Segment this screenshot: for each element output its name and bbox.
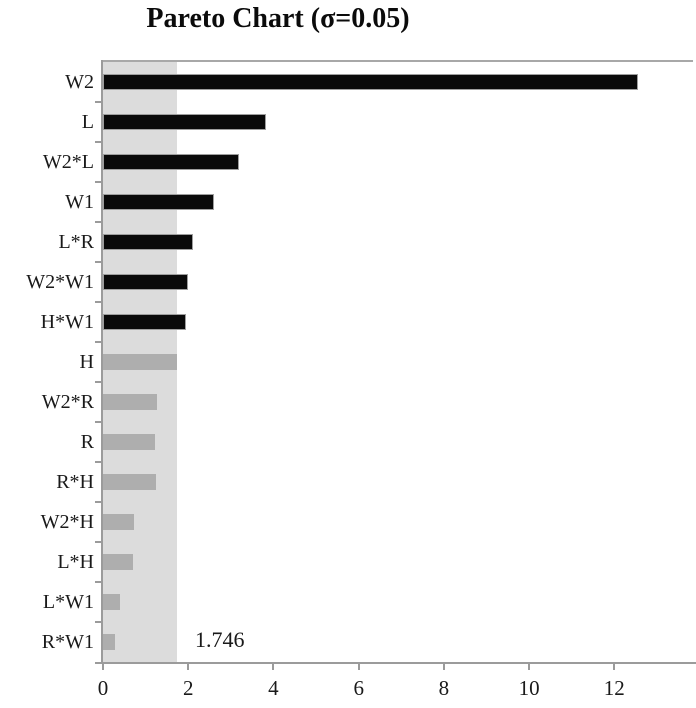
x-tick-label: 0 bbox=[97, 676, 109, 700]
y-axis-tick bbox=[95, 221, 102, 223]
bar-w2xl bbox=[103, 154, 239, 170]
bar-l bbox=[103, 114, 267, 130]
bar-r bbox=[103, 434, 155, 450]
y-axis-tick bbox=[95, 141, 102, 143]
category-label: R*H bbox=[56, 471, 94, 493]
category-label: W2 bbox=[65, 71, 94, 93]
x-axis-tick bbox=[613, 664, 616, 670]
category-label: R bbox=[80, 431, 94, 453]
category-label: H bbox=[79, 351, 94, 373]
y-axis-tick bbox=[95, 541, 102, 543]
y-axis-tick bbox=[95, 381, 102, 383]
y-axis-tick bbox=[95, 501, 102, 503]
bar-lxr bbox=[103, 234, 193, 250]
category-label: W2*R bbox=[41, 391, 94, 413]
y-axis-tick bbox=[95, 461, 102, 463]
category-label: L*H bbox=[57, 551, 94, 573]
bar-rxw1 bbox=[103, 634, 116, 650]
bar-w2 bbox=[103, 74, 638, 90]
x-axis-line bbox=[95, 662, 696, 664]
y-axis-tick bbox=[95, 621, 102, 623]
y-axis-tick bbox=[95, 421, 102, 423]
x-tick-label: 8 bbox=[438, 676, 450, 700]
bar-lxh bbox=[103, 554, 133, 570]
bar-w2xh bbox=[103, 514, 134, 530]
x-tick-label: 2 bbox=[182, 676, 194, 700]
x-axis-tick bbox=[187, 664, 190, 670]
category-label: L*W1 bbox=[42, 591, 94, 613]
y-axis-tick bbox=[95, 341, 102, 343]
category-label: W2*W1 bbox=[26, 271, 94, 293]
x-axis-tick bbox=[357, 664, 360, 670]
chart-title: Pareto Chart (σ=0.05) bbox=[146, 3, 410, 34]
category-axis: W2 L W2*L W1 L*R W2*W1 H*W1 H W2*R R R*H W2*H L*H L*W… bbox=[0, 62, 94, 662]
bar-hxw1 bbox=[103, 314, 186, 330]
y-axis-tick bbox=[95, 101, 102, 103]
plot-area: 1.746 0 2 4 6 8 10 12 bbox=[95, 60, 696, 700]
category-label: W1 bbox=[65, 191, 94, 213]
y-axis-line bbox=[101, 60, 103, 662]
x-axis-tick bbox=[102, 664, 104, 670]
bar-h bbox=[103, 354, 178, 370]
category-label: L*R bbox=[58, 231, 94, 253]
category-label: R*W1 bbox=[41, 631, 94, 653]
y-axis-tick bbox=[95, 581, 102, 583]
x-tick-label: 10 bbox=[518, 676, 540, 700]
x-tick-label: 12 bbox=[603, 676, 625, 700]
x-axis-tick bbox=[442, 664, 445, 670]
category-label: L bbox=[81, 111, 94, 133]
y-axis-tick bbox=[95, 181, 102, 183]
category-label: H*W1 bbox=[40, 311, 94, 333]
bar-w2xw1 bbox=[103, 274, 189, 290]
bar-w1 bbox=[103, 194, 214, 210]
x-tick-label: 6 bbox=[353, 676, 364, 700]
y-axis-tick bbox=[95, 261, 102, 263]
x-axis-tick bbox=[272, 664, 275, 670]
bar-lxw1 bbox=[103, 594, 120, 610]
y-axis-tick bbox=[95, 301, 102, 303]
x-axis-tick bbox=[528, 664, 531, 670]
plot-top-border bbox=[102, 60, 693, 62]
bar-rxh bbox=[103, 474, 156, 490]
bar-w2xr bbox=[103, 394, 157, 410]
threshold-value-label: 1.746 bbox=[195, 627, 245, 652]
category-label: W2*L bbox=[42, 151, 94, 173]
category-label: W2*H bbox=[40, 511, 94, 533]
x-tick-label: 4 bbox=[268, 676, 279, 700]
